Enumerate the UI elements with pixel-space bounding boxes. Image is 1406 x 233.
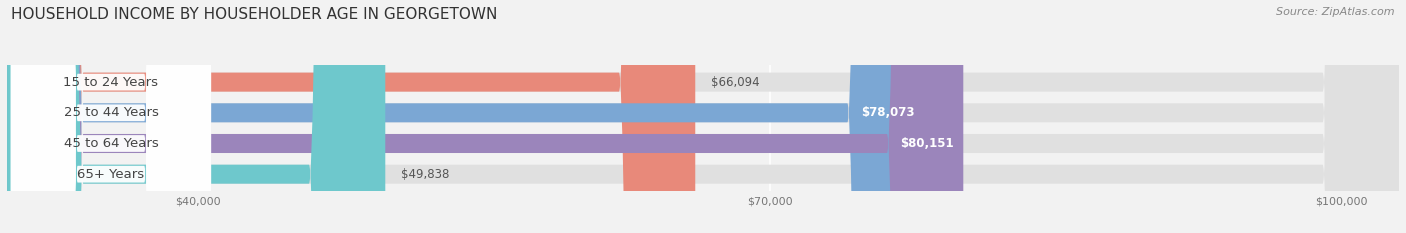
Text: HOUSEHOLD INCOME BY HOUSEHOLDER AGE IN GEORGETOWN: HOUSEHOLD INCOME BY HOUSEHOLDER AGE IN G… <box>11 7 498 22</box>
FancyBboxPatch shape <box>7 0 1399 233</box>
Text: 15 to 24 Years: 15 to 24 Years <box>63 76 159 89</box>
FancyBboxPatch shape <box>11 0 211 233</box>
FancyBboxPatch shape <box>7 0 924 233</box>
FancyBboxPatch shape <box>7 0 1399 233</box>
Text: Source: ZipAtlas.com: Source: ZipAtlas.com <box>1277 7 1395 17</box>
FancyBboxPatch shape <box>7 0 963 233</box>
FancyBboxPatch shape <box>11 0 211 233</box>
Text: 25 to 44 Years: 25 to 44 Years <box>63 106 159 119</box>
FancyBboxPatch shape <box>11 0 211 233</box>
Text: $80,151: $80,151 <box>900 137 953 150</box>
Text: $66,094: $66,094 <box>710 76 759 89</box>
FancyBboxPatch shape <box>7 0 1399 233</box>
Text: $78,073: $78,073 <box>860 106 914 119</box>
Text: $49,838: $49,838 <box>401 168 449 181</box>
Text: 65+ Years: 65+ Years <box>77 168 145 181</box>
FancyBboxPatch shape <box>7 0 695 233</box>
FancyBboxPatch shape <box>7 0 385 233</box>
FancyBboxPatch shape <box>7 0 1399 233</box>
FancyBboxPatch shape <box>11 0 211 233</box>
Text: 45 to 64 Years: 45 to 64 Years <box>63 137 159 150</box>
